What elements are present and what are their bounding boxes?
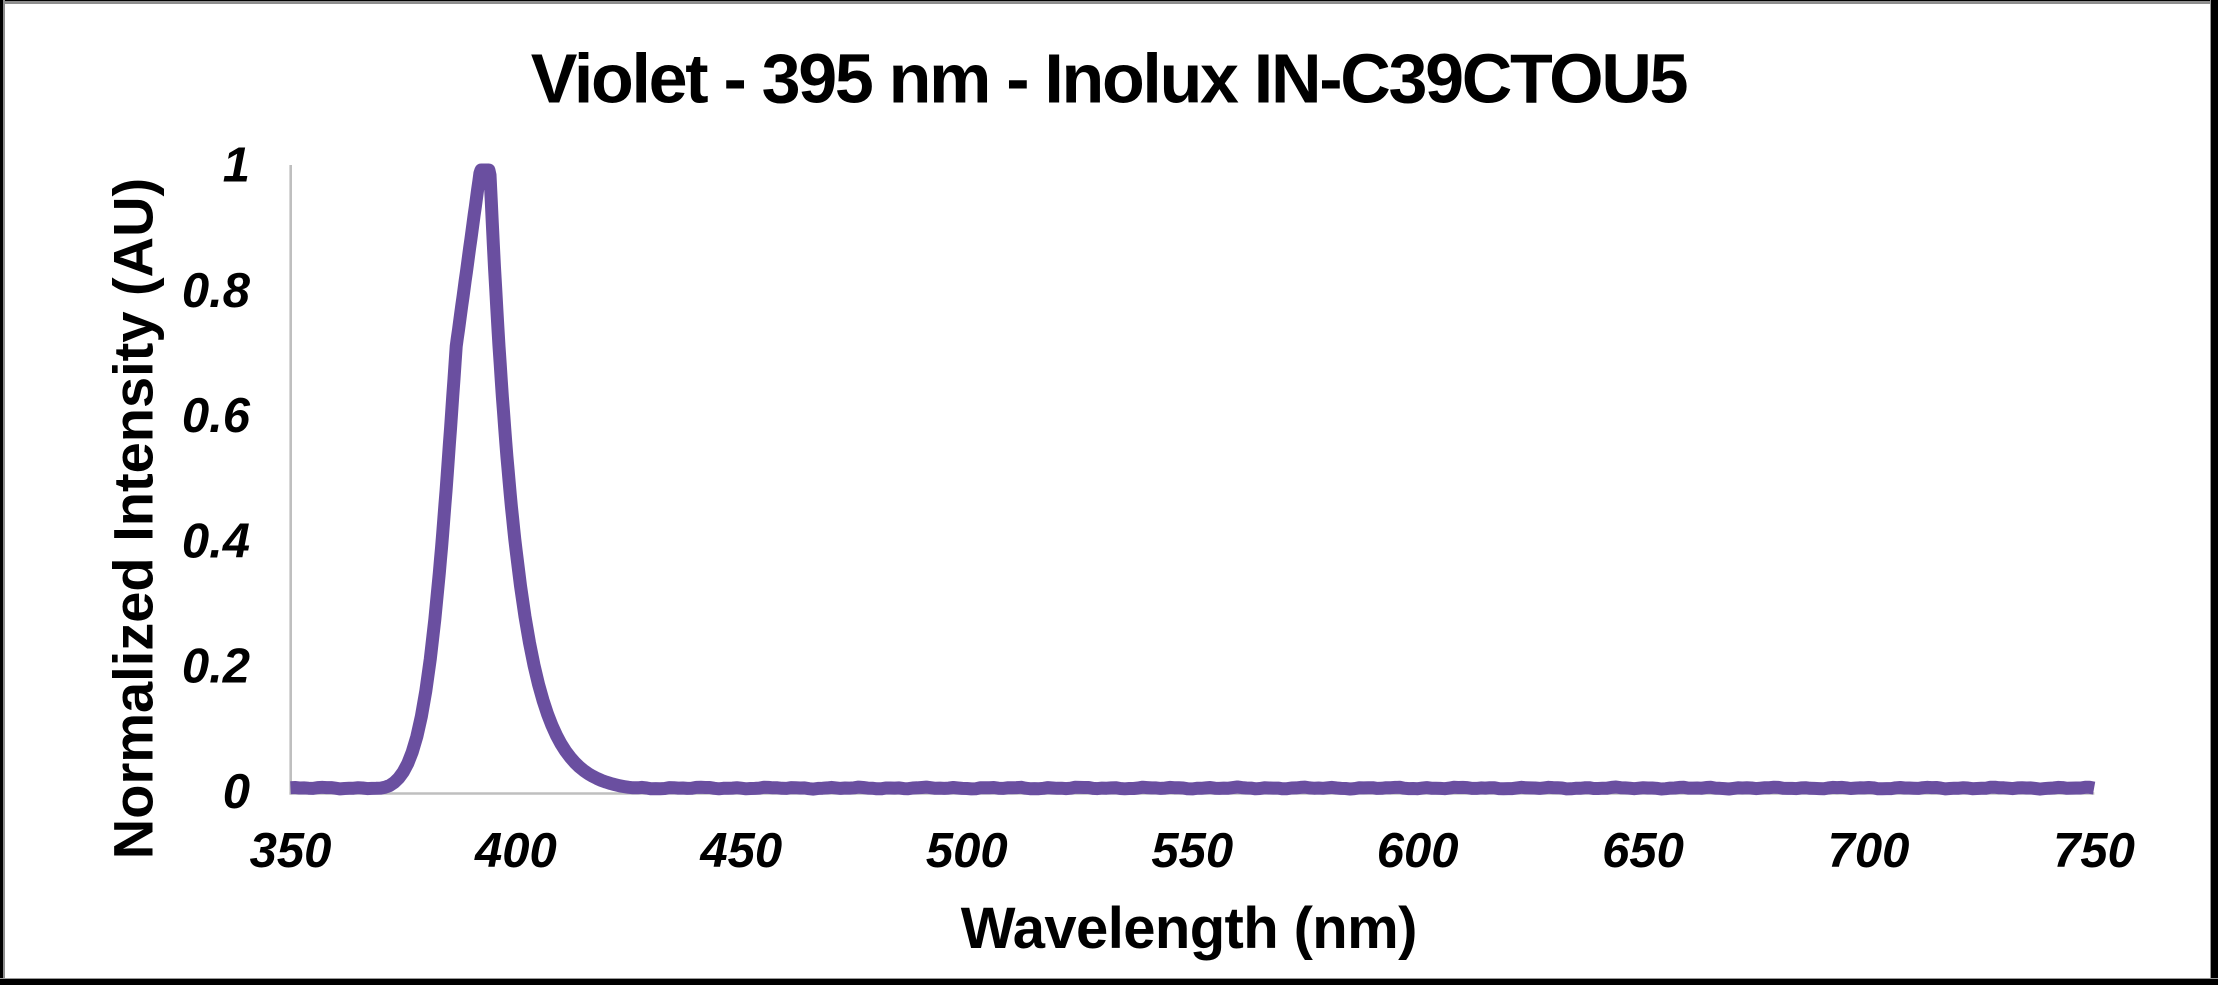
svg-text:650: 650 [1602,824,1684,878]
svg-text:Violet - 395 nm - Inolux IN-C3: Violet - 395 nm - Inolux IN-C39CTOU5 [531,40,1687,118]
svg-text:Normalized Intensity (AU): Normalized Intensity (AU) [102,178,165,859]
svg-text:600: 600 [1377,824,1459,878]
svg-text:Wavelength (nm): Wavelength (nm) [961,896,1417,961]
svg-text:750: 750 [2053,824,2135,878]
svg-text:0.4: 0.4 [182,514,250,568]
svg-text:400: 400 [474,824,557,878]
svg-text:0.8: 0.8 [182,264,251,318]
svg-text:550: 550 [1151,824,1233,878]
svg-text:0.6: 0.6 [182,389,251,443]
svg-text:0.2: 0.2 [182,640,250,694]
svg-text:500: 500 [926,824,1008,878]
svg-text:350: 350 [250,824,332,878]
svg-text:450: 450 [699,824,782,878]
svg-text:0: 0 [223,765,250,819]
svg-text:700: 700 [1828,824,1910,878]
svg-text:1: 1 [223,139,250,193]
